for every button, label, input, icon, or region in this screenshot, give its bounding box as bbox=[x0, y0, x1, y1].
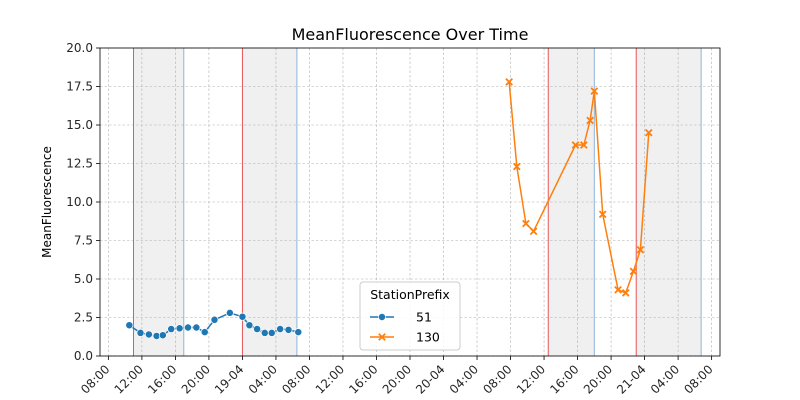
data-point-51 bbox=[167, 325, 176, 333]
data-point-51 bbox=[294, 328, 303, 337]
y-axis: 0.0 2.5 5.0 7.5 10.0 12.5 15.0 17.5 20.0 bbox=[66, 41, 100, 363]
data-point-130 bbox=[598, 210, 607, 219]
y-tick-label: 20.0 bbox=[66, 41, 93, 55]
legend-label-130: 130 bbox=[416, 330, 440, 345]
data-point-51 bbox=[245, 321, 254, 330]
legend-marker-130 bbox=[378, 333, 386, 341]
y-tick-label: 17.5 bbox=[66, 80, 93, 94]
y-tick-label: 7.5 bbox=[74, 234, 93, 248]
data-point-51 bbox=[267, 328, 276, 337]
y-tick-label: 12.5 bbox=[66, 157, 93, 171]
data-point-130 bbox=[644, 128, 653, 137]
data-point-51 bbox=[260, 328, 269, 337]
legend-label-51: 51 bbox=[416, 310, 432, 325]
chart-title: MeanFluorescence Over Time bbox=[292, 25, 529, 44]
data-point-130 bbox=[586, 116, 594, 125]
data-point-51 bbox=[200, 328, 209, 337]
data-point-51 bbox=[276, 325, 285, 333]
data-point-130 bbox=[522, 219, 530, 228]
data-point-51 bbox=[144, 330, 153, 339]
series-51 bbox=[125, 308, 303, 340]
legend-box bbox=[359, 281, 461, 351]
data-point-51 bbox=[284, 325, 293, 334]
data-point-130 bbox=[629, 267, 638, 276]
data-point-51 bbox=[136, 328, 145, 337]
data-point-130 bbox=[590, 87, 599, 95]
data-point-130 bbox=[529, 227, 538, 236]
data-point-51 bbox=[192, 323, 201, 332]
legend-title: StationPrefix bbox=[370, 287, 450, 302]
y-tick-label: 10.0 bbox=[66, 195, 93, 209]
legend: StationPrefix 51 130 bbox=[359, 281, 461, 351]
data-point-51 bbox=[125, 321, 134, 330]
data-point-51 bbox=[158, 331, 167, 340]
data-point-130 bbox=[636, 245, 645, 254]
data-point-130 bbox=[505, 78, 513, 86]
series-layer bbox=[125, 78, 653, 340]
y-tick-label: 0.0 bbox=[74, 349, 93, 363]
data-point-51 bbox=[253, 325, 262, 333]
grid-lines bbox=[100, 47, 720, 357]
data-point-130 bbox=[571, 141, 580, 149]
data-point-130 bbox=[614, 285, 622, 294]
legend-marker-51 bbox=[378, 313, 386, 321]
y-tick-label: 15.0 bbox=[66, 118, 93, 132]
data-point-51 bbox=[225, 308, 234, 317]
night-band bbox=[242, 48, 297, 356]
data-point-51 bbox=[175, 324, 184, 333]
data-point-51 bbox=[238, 312, 247, 321]
data-point-130 bbox=[512, 162, 521, 171]
data-point-130 bbox=[621, 289, 630, 297]
series-130 bbox=[505, 78, 653, 297]
data-point-51 bbox=[210, 315, 219, 324]
data-point-130 bbox=[580, 141, 588, 149]
y-tick-label: 2.5 bbox=[74, 311, 93, 325]
data-point-51 bbox=[184, 323, 192, 332]
y-tick-label: 5.0 bbox=[74, 272, 93, 286]
y-axis-label: MeanFluorescence bbox=[40, 146, 54, 258]
